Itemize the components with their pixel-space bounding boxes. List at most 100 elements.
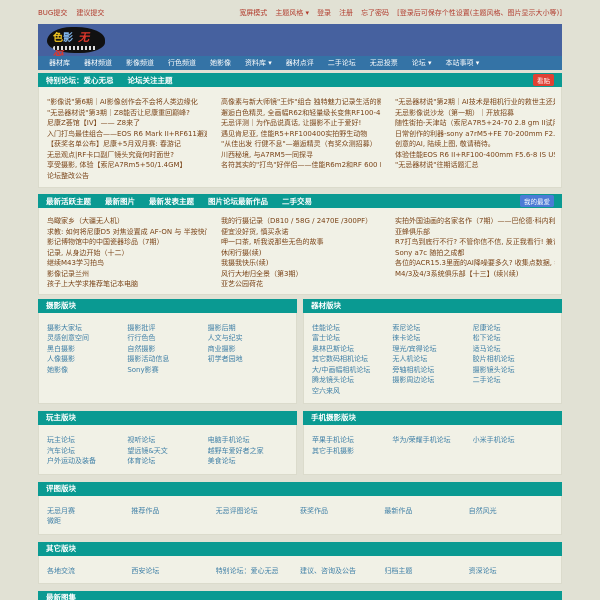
forum-link[interactable]: 摄影周边论坛 [392,376,435,384]
latest-tab[interactable]: 二手交易 [282,196,312,206]
topic-link[interactable]: 实拍外国油画的名家名作（7期）——巴伦德·科内利斯·库库克 (... [395,217,555,225]
topic-link[interactable]: 高像素与新大师镜"王炸"组合 独特魅力记录生活的影像碎片 [221,98,381,106]
latest-tab[interactable]: 最新活跃主题 [46,196,91,206]
topic-link[interactable]: "从佳出发 行健不息"—邂逅精灵（有奖众测招募） [221,140,377,148]
forum-link[interactable]: 摄影批评 [127,323,156,332]
topic-link[interactable]: 各位的ACR15.3里面的AI降噪要多久? 收集点数据, 看看我是... [395,259,555,267]
topic-link[interactable]: 继续M43学习拍鸟 [47,259,104,267]
forum-link[interactable]: 户外运动及装备 [47,457,96,465]
topic-link[interactable]: Sony a7c 随拍之成都 [395,248,465,257]
forum-link[interactable]: 初学者园地 [207,355,243,363]
nav-item[interactable]: 器材库 [49,59,70,67]
forum-link[interactable]: 奥林巴斯论坛 [312,344,354,353]
topic-link[interactable]: 尼康Z荟馆【IV】—— Z8来了 [47,119,141,127]
topic-link[interactable]: 无忌评测｜为作品说真话, 让摄影不止于爱好! [221,119,362,127]
forum-link[interactable]: 索尼论坛 [392,323,421,332]
topic-link[interactable]: 体验佳能EOS R6 II+RF100-400mm F5.6-8 IS USM … [395,150,555,159]
forum-link[interactable]: 视听论坛 [127,436,156,444]
utility-link[interactable]: [登录后可保存个性设置(主题风格、图片显示大小等)] [397,9,562,17]
nav-item[interactable]: 影像频道 [126,59,154,67]
forum-link[interactable]: 黑白摄影 [47,344,75,353]
topic-link[interactable]: 论坛整改公告 [47,171,89,180]
topic-link[interactable]: 影像记录兰州 [47,269,89,278]
forum-link[interactable]: 各地交流 [47,566,75,575]
forum-link[interactable]: 推荐作品 [131,506,160,515]
forum-link[interactable]: 其它数码相机论坛 [312,355,368,363]
forum-link[interactable]: 归档主题 [384,566,413,575]
forum-link[interactable]: 人像摄影 [47,355,75,363]
forum-link[interactable]: 徕卡论坛 [392,334,421,342]
utility-link[interactable]: 忘了密码 [361,9,390,17]
nav-item[interactable]: 二手论坛 [327,59,356,67]
utility-link[interactable]: 建议提交 [76,9,105,17]
my-favorites-button[interactable]: 我的最爱 [520,195,554,207]
utility-link[interactable]: 注册 [339,9,354,17]
topic-link[interactable]: 名符其实的"打鸟"好伴侣——佳能R6m2和RF 600 F11 IS STM 镜… [221,161,381,169]
topic-link[interactable]: 记录, 从身边开始（十二） [47,248,129,257]
topic-link[interactable]: 我摄我快乐(续) [221,259,269,267]
latest-tab[interactable]: 图片论坛最新作品 [208,196,268,206]
forum-link[interactable]: 玩主论坛 [47,436,75,444]
forum-link[interactable]: 微距 [47,517,61,525]
nav-item[interactable]: 本站事项 ▾ [445,59,480,67]
forum-link[interactable]: 摄影大家坛 [47,323,82,332]
forum-link[interactable]: 尼康论坛 [472,323,501,332]
forum-link[interactable]: 理光/宾得论坛 [392,344,437,353]
forum-link[interactable]: 胶片相机论坛 [472,355,515,363]
forum-link[interactable]: 最新作品 [384,506,413,515]
forum-link[interactable]: 西安论坛 [131,566,160,575]
topic-link[interactable]: "无忌器材说"往期话题汇总 [395,161,479,169]
latest-tab[interactable]: 最新图片 [105,196,135,206]
topic-link[interactable]: 鸟瞰家乡（大疆无人机） [47,217,124,225]
topic-link[interactable]: 川西秘境, 与A7RM5一同探寻 [221,150,314,159]
topic-link[interactable]: 享受摄影, 体验【索尼A7Rm5+50/1.4GM】 [47,161,187,169]
utility-link[interactable]: 主题风格 ▾ [275,9,310,17]
nav-item[interactable]: 她影像 [210,59,231,67]
utility-link[interactable]: 登录 [317,9,332,17]
forum-link[interactable]: 人文与纪实 [207,334,243,342]
topic-link[interactable]: 我的行摄记录（D810 / 58G / 2470E /300PF） [221,217,373,225]
topic-link[interactable]: 风行大地归全景（第3期） [221,269,303,278]
forum-link[interactable]: 二手论坛 [472,376,501,384]
forum-link[interactable]: 小米手机论坛 [472,436,515,444]
forum-link[interactable]: 无忌月赛 [47,506,75,515]
nav-item[interactable]: 资料库 ▾ [245,59,272,67]
topic-link[interactable]: 随性街拍-天津站（索尼A7R5+24-70 2.8 gm II试用） [395,119,555,127]
forum-link[interactable]: 越野车爱好者之家 [207,446,264,455]
forum-focus-topics-tab[interactable]: 论坛关注主题 [127,75,173,85]
forum-link[interactable]: 商业摄影 [207,344,236,353]
topic-link[interactable]: M4/3及4/3系统俱乐部【十三】(续)(续) [395,269,519,278]
topic-link[interactable]: 呷一口茶, 听我说那些无色的故事 [221,238,324,246]
forum-link[interactable]: 旁轴相机论坛 [392,365,435,374]
forum-link[interactable]: 灵感创意空间 [47,334,89,342]
topic-link[interactable]: "无忌器材说"第3期｜Z8能否让尼康重回巅峰? [47,108,190,117]
forum-link[interactable]: 腾龙镜头论坛 [312,376,354,384]
forum-link[interactable]: 适马论坛 [472,344,501,353]
forum-link[interactable]: 体育论坛 [127,457,156,465]
forum-link[interactable]: 其它手机摄影 [312,446,354,455]
topic-link[interactable]: 求教: 如何将尼康D5 对焦设置成 AF-ON 与 半按快门是两种不... [47,227,207,236]
forum-link[interactable]: 汽车论坛 [47,446,75,455]
view-posts-button[interactable]: 看贴 [533,74,554,86]
forum-link[interactable]: 行行色色 [127,334,156,342]
site-logo[interactable]: 色影 无忌® [47,27,105,57]
forum-link[interactable]: 大/中画幅相机论坛 [312,365,371,374]
nav-item[interactable]: 器材点评 [285,59,314,67]
topic-link[interactable]: 亚蜂俱乐部 [395,227,430,236]
topic-link[interactable]: 无忌影像说沙龙（第一期）｜开放招募 [395,108,514,117]
latest-tab[interactable]: 最新发表主题 [149,196,194,206]
topic-link[interactable]: 便宜没好货, 慎买永诺 [221,227,289,236]
forum-link[interactable]: 摄影镜头论坛 [472,365,515,374]
forum-link[interactable]: Sony影赛 [127,365,159,374]
topic-link[interactable]: 孩子上大学求推荐笔记本电脑 [47,280,138,288]
forum-link[interactable]: 佳能论坛 [312,323,340,332]
topic-link[interactable]: R7打鸟到底行不行? 不管你信不信, 反正我看行! 兼谈打鸟相... [395,238,555,246]
topic-link[interactable]: 创意的AI, 陆续上图, 敬请稍待。 [395,140,495,148]
nav-item[interactable]: 论坛 ▾ [411,59,432,67]
forum-link[interactable]: 她影像 [47,365,68,374]
forum-link[interactable]: 自然风光 [468,506,497,515]
topic-link[interactable]: 影记博物馆中的中国瓷器珍品（7期） [47,238,164,246]
forum-link[interactable]: 特别论坛：爱心无忌 [215,566,279,575]
forum-link[interactable]: 望远镜&天文 [127,446,168,455]
topic-link[interactable]: 无忌观点|RF卡口副厂镜头究竟何时面世? [47,150,174,159]
